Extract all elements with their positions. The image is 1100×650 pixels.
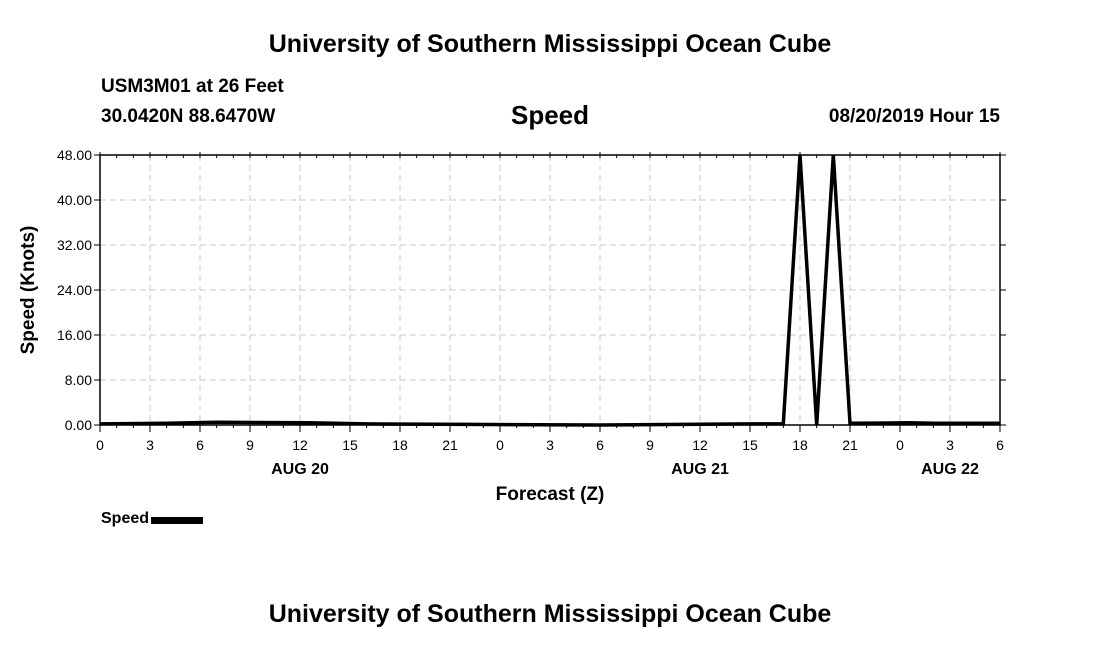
footer-title: University of Southern Mississippi Ocean… [268,600,832,628]
station-label: USM3M01 at 26 Feet [101,76,284,97]
station-coordinates: 30.0420N 88.6470W [101,106,276,127]
x-tick-label: 0 [496,437,504,453]
x-tick-label: 6 [996,437,1004,453]
forecast-datetime: 08/20/2019 Hour 15 [828,106,1000,127]
y-tick-label: 48.00 [57,147,92,163]
x-tick-label: 0 [896,437,904,453]
date-label: AUG 20 [271,461,329,478]
y-tick-label: 0.00 [65,417,92,433]
x-tick-label: 21 [442,437,458,453]
x-tick-label: 18 [392,437,408,453]
x-tick-label: 12 [292,437,308,453]
label-layer: 0.00 8.00 16.00 24.00 32.00 40.00 48.00 0 3 6 9 12 1… [18,147,1004,505]
date-label: AUG 21 [671,461,729,478]
x-tick-label: 15 [342,437,358,453]
legend-label: Speed [101,510,150,527]
y-tick-label: 40.00 [57,192,92,208]
x-tick-label: 6 [196,437,204,453]
x-tick-label: 0 [96,437,104,453]
legend-swatch [151,517,204,524]
page-title: University of Southern Mississippi Ocean… [268,30,832,58]
x-tick-label: 9 [246,437,254,453]
x-tick-label: 3 [146,437,154,453]
y-tick-label: 32.00 [57,237,92,253]
grid-layer [100,155,1000,425]
x-tick-label: 12 [692,437,708,453]
x-tick-label: 9 [646,437,654,453]
legend: Speed [101,510,204,528]
y-tick-label: 16.00 [57,327,92,343]
x-tick-label: 15 [742,437,758,453]
chart-title: Speed [510,100,590,130]
series-layer [99,154,1001,427]
y-tick-label: 24.00 [57,282,92,298]
y-axis-title: Speed (Knots) [18,226,39,355]
x-axis-title: Forecast (Z) [496,484,605,505]
x-tick-label: 3 [946,437,954,453]
x-tick-label: 3 [546,437,554,453]
x-tick-label: 21 [842,437,858,453]
x-tick-label: 18 [792,437,808,453]
x-tick-label: 6 [596,437,604,453]
y-tick-label: 8.00 [65,372,92,388]
date-label: AUG 22 [921,461,979,478]
